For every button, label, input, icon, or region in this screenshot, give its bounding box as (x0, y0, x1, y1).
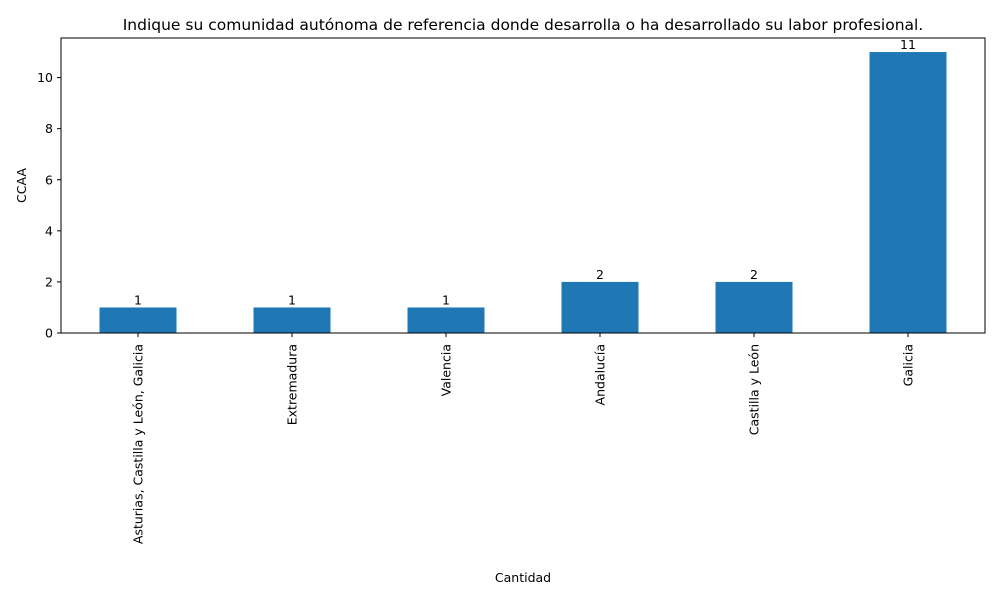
x-tick-label: Andalucía (593, 344, 608, 405)
y-tick-label: 8 (45, 121, 53, 136)
bar (715, 281, 793, 333)
bar (561, 281, 639, 333)
bar-value-label: 11 (900, 37, 916, 52)
chart-title: Indique su comunidad autónoma de referen… (123, 16, 924, 34)
y-tick-label: 6 (45, 172, 53, 187)
bar-value-label: 1 (442, 292, 450, 307)
bar (407, 307, 485, 333)
x-tick-label: Asturias, Castilla y León, Galicia (131, 344, 146, 544)
y-tick-label: 10 (37, 70, 53, 85)
bar-value-label: 2 (750, 267, 758, 282)
y-tick-label: 2 (45, 274, 53, 289)
x-axis: Asturias, Castilla y León, Galicia Extrem… (131, 333, 916, 544)
bar (253, 307, 331, 333)
x-tick-label: Galicia (901, 344, 916, 386)
y-tick-label: 0 (45, 326, 53, 341)
bars (99, 52, 947, 334)
y-axis: 0 2 4 6 8 10 (37, 70, 61, 341)
bar-value-label: 1 (288, 292, 296, 307)
plot-frame (60, 37, 986, 334)
bar-value-label: 2 (596, 267, 604, 282)
x-tick-label: Extremadura (285, 344, 300, 425)
x-tick-label: Valencia (439, 344, 454, 396)
x-tick-label: Castilla y León (747, 344, 762, 435)
y-axis-label: CCAA (14, 168, 29, 203)
bar (869, 52, 947, 334)
data-labels: 1 1 12 211 (134, 37, 916, 307)
bar-value-label: 1 (134, 292, 142, 307)
bar (99, 307, 177, 333)
y-tick-label: 4 (45, 223, 53, 238)
x-axis-label: Cantidad (495, 570, 551, 585)
